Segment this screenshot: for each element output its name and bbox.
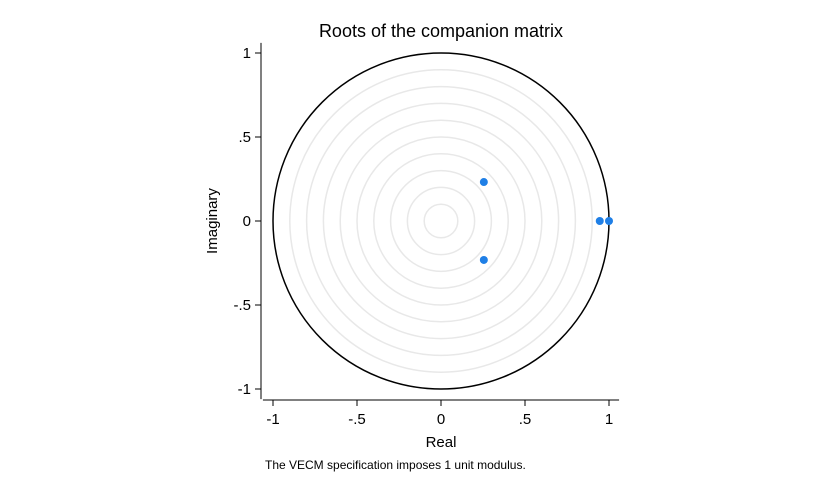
y-tick-label-2: -.5 [233,297,251,314]
root-points [479,178,613,264]
grid-circle-8 [305,85,577,357]
x-axis-label: Real [426,434,457,451]
grid-circle-3 [389,169,493,273]
root-point-2 [479,255,488,264]
x-tick-label-3: 0 [437,411,445,428]
x-axis: -1 -.5 0 .5 1 [262,399,620,428]
plot-area [272,52,613,390]
root-point-3 [595,217,604,225]
y-tick-label-4: .5 [238,129,251,146]
y-tick-label-1: -1 [238,381,251,398]
y-tick-label-5: 1 [243,45,251,62]
root-point-4 [605,217,613,225]
y-axis: -1 -.5 0 .5 1 [233,42,262,400]
grid-circle-5 [356,136,526,306]
chart-note: The VECM specification imposes 1 unit mo… [265,458,526,472]
y-tick-label-3: 0 [243,213,251,230]
y-axis-label: Imaginary [204,188,221,254]
grid-circle-2 [406,186,476,256]
x-tick-label-5: 1 [605,411,613,428]
chart-title: Roots of the companion matrix [319,21,563,41]
x-tick-label-2: -.5 [348,411,366,428]
grid-circle-9 [289,69,593,373]
grid-circle-4 [373,153,509,289]
root-point-1 [479,178,488,187]
grid-circles [289,69,593,373]
x-tick-label-1: -1 [266,411,279,428]
x-tick-label-4: .5 [519,411,532,428]
grid-circle-7 [322,102,560,340]
grid-circle-6 [339,119,543,323]
grid-circle-1 [423,203,459,239]
